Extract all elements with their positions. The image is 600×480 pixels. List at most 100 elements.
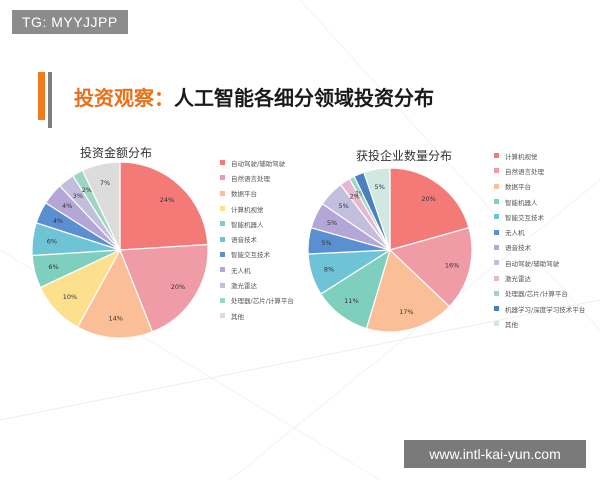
legend-item: 其他 xyxy=(494,316,585,331)
slide-title-rest: 人工智能各细分领域投资分布 xyxy=(174,86,434,110)
pie-slice xyxy=(388,226,473,308)
legend-item: 智能机器人 xyxy=(494,194,585,209)
legend-item: 语音技术 xyxy=(494,240,585,255)
chart-title-amount: 投资金额分布 xyxy=(80,146,153,160)
pie-data-label: 6% xyxy=(48,263,58,271)
pie-slice xyxy=(119,161,209,251)
legend-label: 机器学习/深度学习技术平台 xyxy=(505,305,586,314)
legend-label: 智能机器人 xyxy=(505,198,538,207)
legend-swatch xyxy=(494,214,499,220)
pie-data-label: 14% xyxy=(108,315,122,323)
legend-swatch xyxy=(494,290,499,296)
legend-item: 智能交互技术 xyxy=(220,247,294,262)
legend-label: 自然语言处理 xyxy=(231,174,270,183)
pie-data-label: 20% xyxy=(171,283,185,291)
pie-data-label: 17% xyxy=(399,308,413,316)
pie-data-label: 4% xyxy=(53,217,63,225)
legend-label: 智能机器人 xyxy=(231,220,264,229)
legend-swatch xyxy=(220,221,225,227)
legend-item: 智能交互技术 xyxy=(494,209,585,224)
legend-item: 机器学习/深度学习技术平台 xyxy=(494,301,585,316)
legend-swatch xyxy=(494,199,499,205)
pie-data-label: 11% xyxy=(344,297,358,305)
title-accent-bar xyxy=(38,72,45,120)
pie-slice xyxy=(365,248,451,333)
legend-label: 激光雷达 xyxy=(505,275,531,284)
pie-data-label: 2% xyxy=(350,193,360,201)
legend-label: 计算机视觉 xyxy=(231,205,264,214)
legend-item: 语音技术 xyxy=(220,231,294,246)
legend-label: 智能交互技术 xyxy=(505,213,544,222)
legend-label: 自动驾驶/辅助驾驶 xyxy=(505,259,560,268)
title-accent-bar-gray xyxy=(48,72,52,128)
watermark-top: TG: MYYJJPP xyxy=(12,10,128,34)
legend-label: 语音技术 xyxy=(231,236,257,245)
legend-swatch xyxy=(220,236,225,242)
legend-item: 智能机器人 xyxy=(220,216,294,231)
legend-swatch xyxy=(220,313,225,319)
legend-amount: 自动驾驶/辅助驾驶 自然语言处理 数据平台计算机视觉智能机器人语音技术智能交互技术无… xyxy=(220,155,294,323)
legend-swatch xyxy=(494,260,499,266)
legend-swatch xyxy=(494,183,499,189)
legend-swatch xyxy=(220,282,225,288)
legend-item: 自动驾驶/辅助驾驶 xyxy=(494,255,585,270)
legend-label: 智能交互技术 xyxy=(231,251,270,260)
pie-data-label: 5% xyxy=(339,202,349,210)
legend-swatch xyxy=(494,306,499,312)
legend-swatch xyxy=(494,168,499,174)
legend-item: 处理器/芯片/计算平台 xyxy=(220,293,294,308)
legend-count: 计算机视觉自然语言处理数据平台智能机器人智能交互技术 无人机语音技术自动驾驶/辅助… xyxy=(494,148,585,332)
legend-swatch xyxy=(220,297,225,303)
legend-item: 激光雷达 xyxy=(220,277,294,292)
legend-label: 数据平台 xyxy=(231,190,257,199)
legend-swatch xyxy=(220,206,225,212)
legend-label: 自动驾驶/辅助驾驶 xyxy=(231,159,286,168)
legend-item: 无人机 xyxy=(494,224,585,239)
pie-data-label: 5% xyxy=(375,183,385,191)
legend-swatch xyxy=(220,160,225,166)
legend-item: 自然语言处理 xyxy=(220,170,294,185)
legend-label: 无人机 xyxy=(505,229,525,238)
legend-label: 激光雷达 xyxy=(231,282,257,291)
pie-data-label: 5% xyxy=(321,239,331,247)
pie-data-label: 2% xyxy=(82,186,92,194)
legend-swatch xyxy=(494,244,499,250)
pie-data-label: 24% xyxy=(160,196,174,204)
legend-item: 激光雷达 xyxy=(494,270,585,285)
legend-label: 计算机视觉 xyxy=(505,152,538,161)
legend-swatch xyxy=(494,275,499,281)
legend-label: 处理器/芯片/计算平台 xyxy=(231,297,294,306)
pie-slice xyxy=(389,167,470,251)
legend-item: 计算机视觉 xyxy=(220,201,294,216)
pie-slice xyxy=(81,161,121,251)
watermark-bottom: www.intl-kai-yun.com xyxy=(404,440,586,468)
pie-data-label: 10% xyxy=(63,293,77,301)
legend-label: 处理器/芯片/计算平台 xyxy=(505,290,568,299)
legend-label: 其他 xyxy=(505,320,518,329)
legend-label: 语音技术 xyxy=(505,244,531,253)
legend-item: 数据平台 xyxy=(494,179,585,194)
pie-data-label: 16% xyxy=(445,261,459,269)
legend-item: 无人机 xyxy=(220,262,294,277)
pie-slice xyxy=(363,167,391,251)
legend-swatch xyxy=(220,251,225,257)
legend-swatch xyxy=(494,153,499,159)
legend-item: 数据平台 xyxy=(220,186,294,201)
chart-title-count: 获投企业数量分布 xyxy=(356,149,453,163)
pie-data-label: 5% xyxy=(327,219,337,227)
legend-item: 处理器/芯片/计算平台 xyxy=(494,286,585,301)
legend-swatch xyxy=(494,321,499,327)
legend-item: 计算机视觉 xyxy=(494,148,585,163)
pie-data-label: 1% xyxy=(355,189,365,197)
legend-item: 其他 xyxy=(220,308,294,323)
slide-title: 投资观察：人工智能各细分领域投资分布 xyxy=(74,82,434,111)
pie-data-label: 8% xyxy=(324,265,334,273)
pie-slice xyxy=(76,248,154,339)
pie-data-label: 4% xyxy=(62,202,72,210)
pie-chart-count: 20%16%17%11%8%5%5%5%2%1%5% xyxy=(307,167,473,333)
legend-label: 其他 xyxy=(231,312,244,321)
pie-data-label: 7% xyxy=(100,179,110,187)
legend-swatch xyxy=(494,229,499,235)
legend-label: 自然语言处理 xyxy=(505,167,544,176)
legend-swatch xyxy=(220,175,225,181)
